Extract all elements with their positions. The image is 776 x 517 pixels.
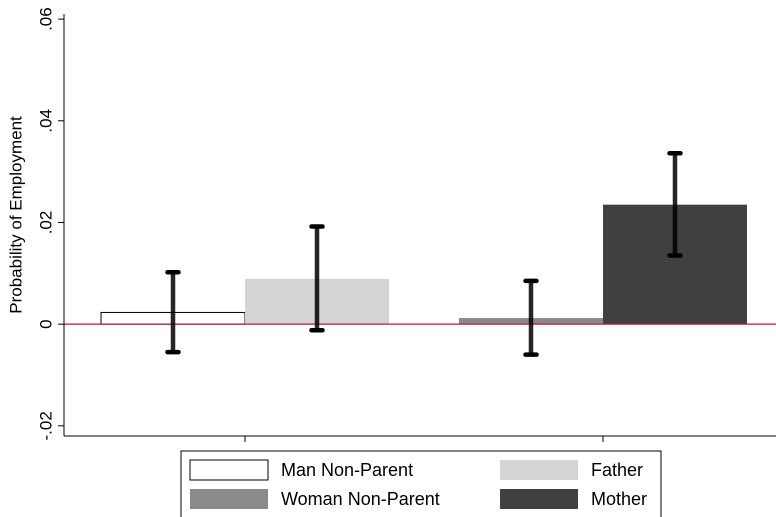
legend-label: Woman Non-Parent [281,489,440,509]
bars-layer [100,204,747,325]
legend-swatch [500,489,578,509]
legend-label: Mother [591,489,647,509]
y-tick-label: .02 [37,211,56,235]
legend-swatch [190,489,268,509]
legend-item-woman-non-parent: Woman Non-Parent [190,489,440,509]
legend: Man Non-Parent Father Woman Non-Parent Moth… [180,450,662,517]
y-tick-label: 0 [37,319,56,328]
y-tick-label: .04 [37,109,56,133]
axes-layer: -.02 0 .02 .04 .06 [37,7,776,442]
legend-label: Man Non-Parent [281,460,413,480]
legend-label: Father [591,460,643,480]
legend-item-mother: Mother [500,489,647,509]
legend-swatch [500,460,578,480]
legend-item-man-non-parent: Man Non-Parent [189,459,413,481]
y-axis-title: Probability of Employment [7,116,26,314]
error-bar-mother [667,151,683,258]
error-bar-man-non-parent [165,270,181,355]
error-bars-layer [165,151,683,357]
legend-swatch [189,459,269,481]
legend-item-father: Father [500,460,643,480]
error-bar-father [309,224,325,333]
y-tick-label: -.02 [37,411,56,440]
error-bar-woman-non-parent [523,278,539,357]
y-tick-label: .06 [37,7,56,31]
